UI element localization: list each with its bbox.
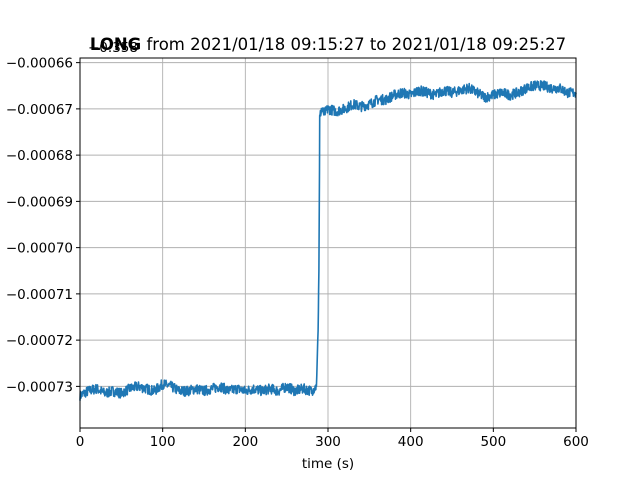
series-line (79, 80, 577, 401)
y-tick-label: −0.00066 (6, 56, 73, 72)
x-tick-label: 300 (315, 434, 341, 450)
y-tick-label: −0.00071 (6, 287, 73, 303)
grid (79, 58, 577, 428)
y-tick-label: −0.00070 (6, 241, 73, 257)
x-tick-label: 600 (563, 434, 589, 450)
chart-title: LONG from 2021/01/18 09:15:27 to 2021/01… (90, 35, 566, 54)
y-tick-label: −0.00067 (6, 102, 73, 118)
series-layer (79, 80, 577, 401)
y-axis: −0.00066 −0.00067 −0.00068 −0.00069 −0.00070… (6, 56, 80, 395)
y-tick-label: −0.00069 (6, 194, 73, 210)
chart-title-bold: LONG (90, 35, 141, 54)
x-tick-label: 500 (480, 434, 506, 450)
x-tick-label: 0 (76, 434, 85, 450)
y-tick-label: −0.00072 (6, 333, 73, 349)
x-tick-label: 200 (232, 434, 258, 450)
x-axis: 0 100 200 300 400 500 600 (76, 428, 589, 450)
y-tick-label: −0.00073 (6, 379, 73, 395)
x-tick-label: 100 (150, 434, 176, 450)
x-tick-label: 400 (398, 434, 424, 450)
y-offset-label: −0.358 (88, 40, 138, 56)
x-axis-label: time (s) (302, 456, 354, 472)
chart-title-rest: from 2021/01/18 09:15:27 to 2021/01/18 0… (141, 35, 566, 54)
y-tick-label: −0.00068 (6, 148, 73, 164)
